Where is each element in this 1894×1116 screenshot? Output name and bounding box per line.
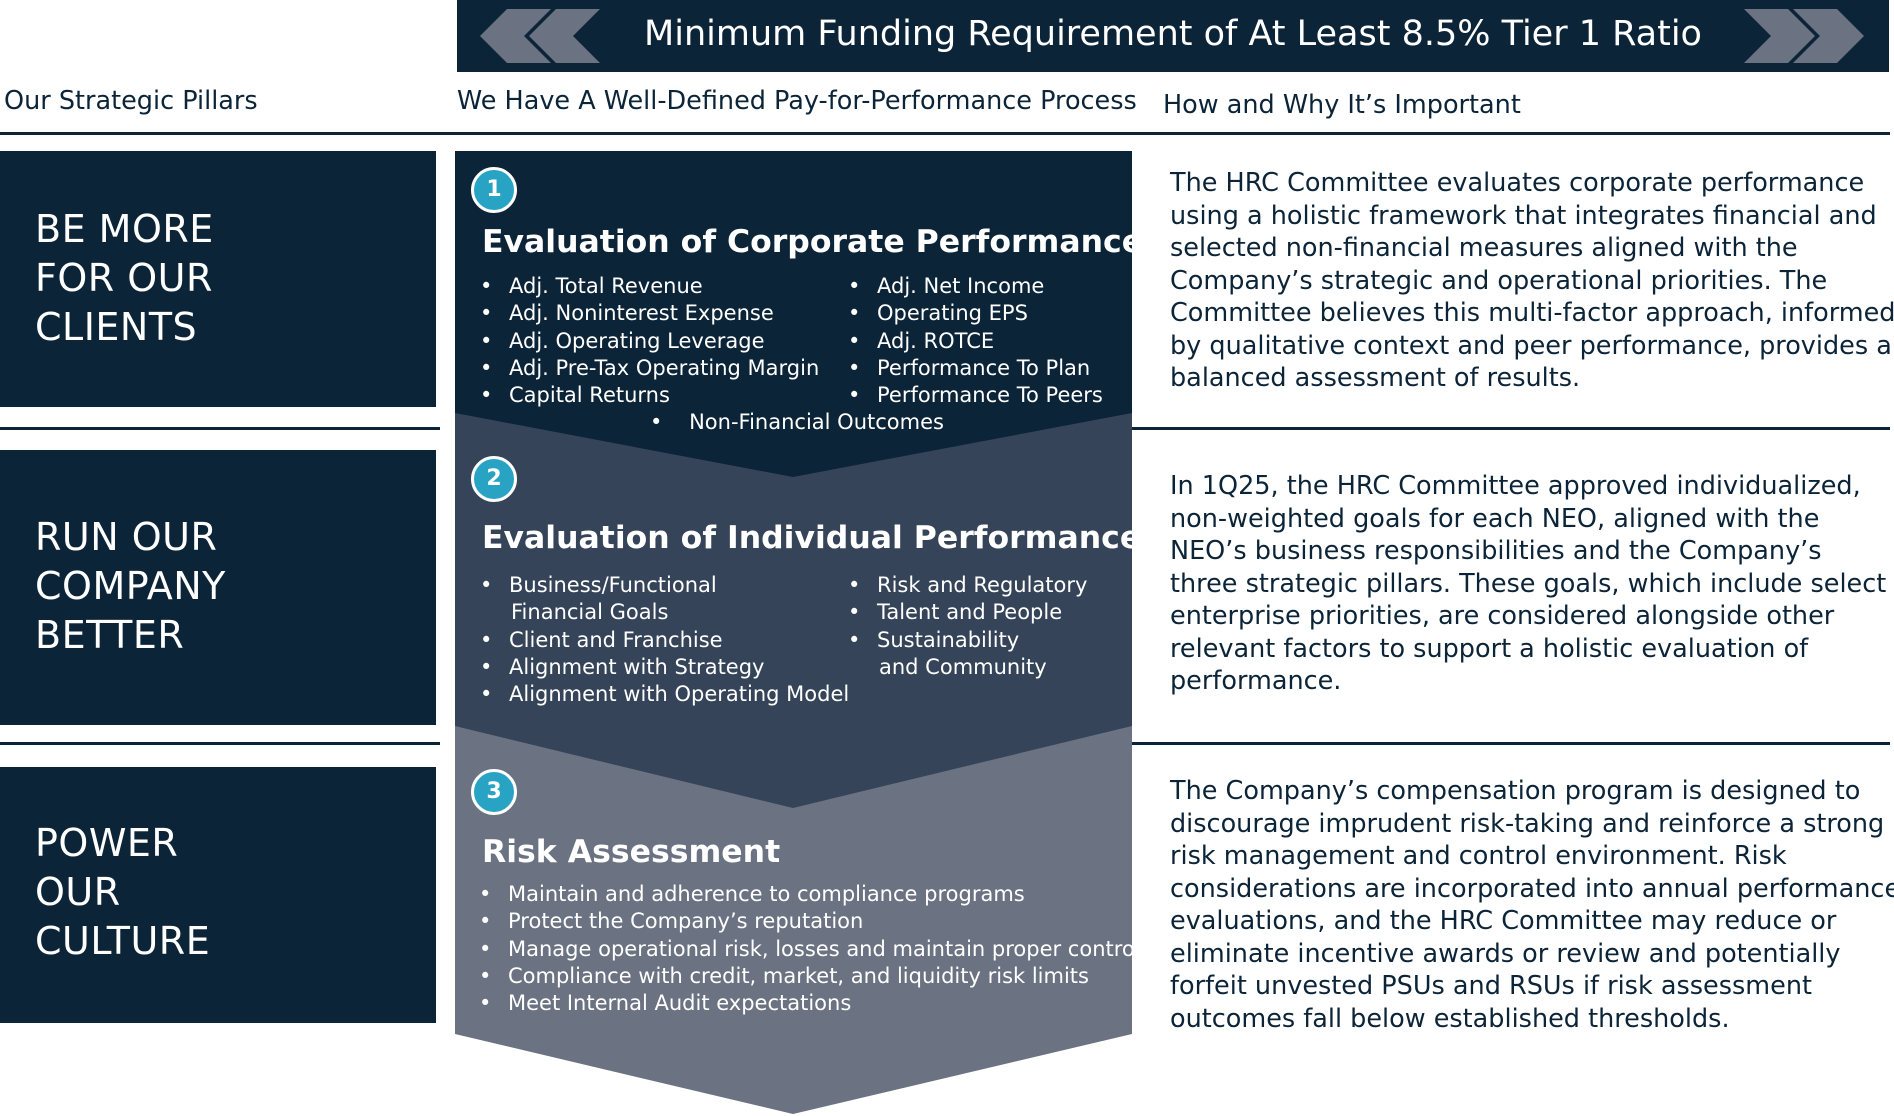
step-1-badge: 1 <box>471 167 517 213</box>
description-line: In 1Q25, the HRC Committee approved indi… <box>1170 471 1861 501</box>
list-item-line: Financial Goals <box>511 600 669 625</box>
description-line: by qualitative context and peer performa… <box>1170 330 1892 361</box>
pillar-line: BETTER <box>35 613 185 657</box>
pillar-run-our-company-better: RUN OUR COMPANY BETTER <box>0 450 436 725</box>
list-item: Risk and Regulatory <box>848 572 1087 600</box>
description-line: three strategic pillars. These goals, wh… <box>1170 568 1887 599</box>
pillar-line: POWER <box>35 821 179 865</box>
list-item: Meet Internal Audit expectations <box>479 990 1152 1018</box>
column-header-process: We Have A Well-Defined Pay-for-Performan… <box>457 86 1137 116</box>
pillar-line: CULTURE <box>35 919 211 963</box>
pillar-line: CLIENTS <box>35 305 198 349</box>
list-item: Alignment with Strategy <box>480 654 849 682</box>
list-item: Adj. ROTCE <box>848 328 1103 356</box>
list-item-line: and Community <box>879 654 1047 679</box>
description-line: The HRC Committee evaluates corporate pe… <box>1170 168 1865 198</box>
description-line: Company’s strategic and operational prio… <box>1170 265 1828 296</box>
list-item: Performance To Peers <box>848 382 1103 410</box>
description-line: performance. <box>1170 666 1342 696</box>
description-line: eliminate incentive awards or review and… <box>1170 938 1841 969</box>
double-chevron-left-icon <box>480 9 600 63</box>
banner <box>457 0 1889 72</box>
description-line: relevant factors to support a holistic e… <box>1170 633 1809 664</box>
bullet-dot-icon: • <box>650 410 663 434</box>
row-divider-right-1 <box>1132 427 1890 430</box>
step-3-title: Risk Assessment <box>482 834 781 870</box>
list-item: Manage operational risk, losses and main… <box>479 936 1152 964</box>
list-item: Compliance with credit, market, and liqu… <box>479 963 1152 991</box>
pillar-line: COMPANY <box>35 564 226 608</box>
list-item: Client and Franchise <box>480 627 849 655</box>
description-line: risk management and control environment.… <box>1170 841 1787 871</box>
description-line: considerations are incorporated into ann… <box>1170 873 1894 904</box>
pillar-line: RUN OUR <box>35 515 218 559</box>
description-line: NEO’s business responsibilities and the … <box>1170 536 1822 566</box>
description-corporate-performance: The HRC Committee evaluates corporate pe… <box>1170 167 1894 395</box>
step-2-badge: 2 <box>471 456 517 502</box>
list-item: Adj. Operating Leverage <box>480 328 819 356</box>
list-item: Performance To Plan <box>848 355 1103 383</box>
row-divider-left-1 <box>0 427 440 430</box>
pillar-power-our-culture: POWER OUR CULTURE <box>0 767 436 1023</box>
description-line: evaluations, and the HRC Committee may r… <box>1170 906 1837 936</box>
banner-title: Minimum Funding Requirement of At Least … <box>644 14 1702 54</box>
header-divider <box>0 132 1890 135</box>
list-item: Adj. Net Income <box>848 273 1103 301</box>
list-item: Alignment with Operating Model <box>480 681 849 709</box>
row-divider-right-2 <box>1132 742 1890 745</box>
step-1-bullets-left: Adj. Total Revenue Adj. Noninterest Expe… <box>480 273 819 410</box>
list-item: Adj. Pre-Tax Operating Margin <box>480 355 819 383</box>
description-line: forfeit unvested PSUs and RSUs if risk a… <box>1170 971 1812 1001</box>
step-2-bullets-left: Business/Functional Financial Goals Clie… <box>480 572 849 709</box>
description-line: discourage imprudent risk-taking and rei… <box>1170 808 1885 839</box>
description-line: using a holistic framework that integrat… <box>1170 200 1877 231</box>
list-item: Business/Functional Financial Goals <box>480 572 849 627</box>
description-line: outcomes fall below established threshol… <box>1170 1003 1730 1034</box>
list-item: Adj. Total Revenue <box>480 273 819 301</box>
step-1-title: Evaluation of Corporate Performance <box>482 224 1144 260</box>
description-individual-performance: In 1Q25, the HRC Committee approved indi… <box>1170 470 1890 698</box>
description-risk-assessment: The Company’s compensation program is de… <box>1170 775 1894 1035</box>
description-line: The Company’s compensation program is de… <box>1170 776 1861 806</box>
description-line: enterprise priorities, are considered al… <box>1170 601 1835 631</box>
step-1-bullet-center: • Non-Financial Outcomes <box>650 410 944 434</box>
list-item: Operating EPS <box>848 300 1103 328</box>
list-item: Sustainability and Community <box>848 627 1087 682</box>
double-chevron-right-icon <box>1744 9 1864 63</box>
step-2-bullets-right: Risk and Regulatory Talent and People Su… <box>848 572 1087 681</box>
column-header-pillars: Our Strategic Pillars <box>4 86 258 116</box>
list-item: Capital Returns <box>480 382 819 410</box>
step-1-bullets-right: Adj. Net Income Operating EPS Adj. ROTCE… <box>848 273 1103 410</box>
list-item-line: Business/Functional <box>509 573 717 597</box>
column-header-importance: How and Why It’s Important <box>1163 90 1521 120</box>
pillar-line: OUR <box>35 870 121 914</box>
step-2-title: Evaluation of Individual Performance <box>482 520 1142 556</box>
description-line: selected non-financial measures aligned … <box>1170 233 1798 263</box>
description-line: balanced assessment of results. <box>1170 363 1581 393</box>
list-item-line: Sustainability <box>877 627 1020 652</box>
list-item: Adj. Noninterest Expense <box>480 300 819 328</box>
step-3-bullets: Maintain and adherence to compliance pro… <box>479 881 1152 1018</box>
pillar-be-more-for-our-clients: BE MORE FOR OUR CLIENTS <box>0 151 436 407</box>
pillar-line: FOR OUR <box>35 256 213 300</box>
row-divider-left-2 <box>0 742 440 745</box>
description-line: non-weighted goals for each NEO, aligned… <box>1170 503 1820 534</box>
list-item: Non-Financial Outcomes <box>689 410 944 434</box>
list-item: Maintain and adherence to compliance pro… <box>479 881 1152 909</box>
pillar-line: BE MORE <box>35 207 214 251</box>
list-item: Protect the Company’s reputation <box>479 908 1152 936</box>
list-item: Talent and People <box>848 599 1087 627</box>
step-3-badge: 3 <box>471 769 517 815</box>
description-line: Committee believes this multi-factor app… <box>1170 298 1894 328</box>
